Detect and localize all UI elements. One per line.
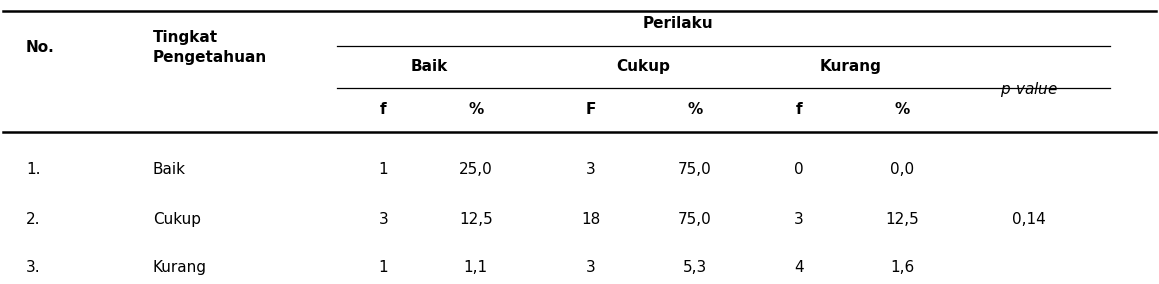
Text: 25,0: 25,0 [459, 162, 493, 177]
Text: 3.: 3. [25, 260, 41, 275]
Text: Tingkat
Pengetahuan: Tingkat Pengetahuan [153, 30, 267, 65]
Text: 3: 3 [794, 212, 803, 227]
Text: 1,6: 1,6 [890, 260, 914, 275]
Text: 0,14: 0,14 [1013, 212, 1047, 227]
Text: No.: No. [25, 40, 54, 55]
Text: %: % [468, 103, 483, 118]
Text: Cukup: Cukup [153, 212, 201, 227]
Text: Kurang: Kurang [819, 59, 882, 74]
Text: 1,1: 1,1 [464, 260, 488, 275]
Text: f: f [795, 103, 802, 118]
Text: Kurang: Kurang [153, 260, 206, 275]
Text: 1: 1 [379, 260, 388, 275]
Text: 0,0: 0,0 [890, 162, 914, 177]
Text: Cukup: Cukup [615, 59, 670, 74]
Text: F: F [585, 103, 596, 118]
Text: 1: 1 [379, 162, 388, 177]
Text: 75,0: 75,0 [678, 162, 712, 177]
Text: 4: 4 [794, 260, 803, 275]
Text: $p$ $value$: $p$ $value$ [1000, 80, 1058, 99]
Text: 5,3: 5,3 [683, 260, 707, 275]
Text: 3: 3 [586, 162, 596, 177]
Text: Baik: Baik [411, 59, 449, 74]
Text: f: f [380, 103, 387, 118]
Text: 1.: 1. [25, 162, 41, 177]
Text: 75,0: 75,0 [678, 212, 712, 227]
Text: 3: 3 [379, 212, 388, 227]
Text: 0: 0 [794, 162, 803, 177]
Text: %: % [687, 103, 702, 118]
Text: 18: 18 [582, 212, 600, 227]
Text: 3: 3 [586, 260, 596, 275]
Text: %: % [895, 103, 910, 118]
Text: 2.: 2. [25, 212, 41, 227]
Text: 12,5: 12,5 [885, 212, 919, 227]
Text: Perilaku: Perilaku [642, 16, 713, 31]
Text: 12,5: 12,5 [459, 212, 493, 227]
Text: Baik: Baik [153, 162, 185, 177]
